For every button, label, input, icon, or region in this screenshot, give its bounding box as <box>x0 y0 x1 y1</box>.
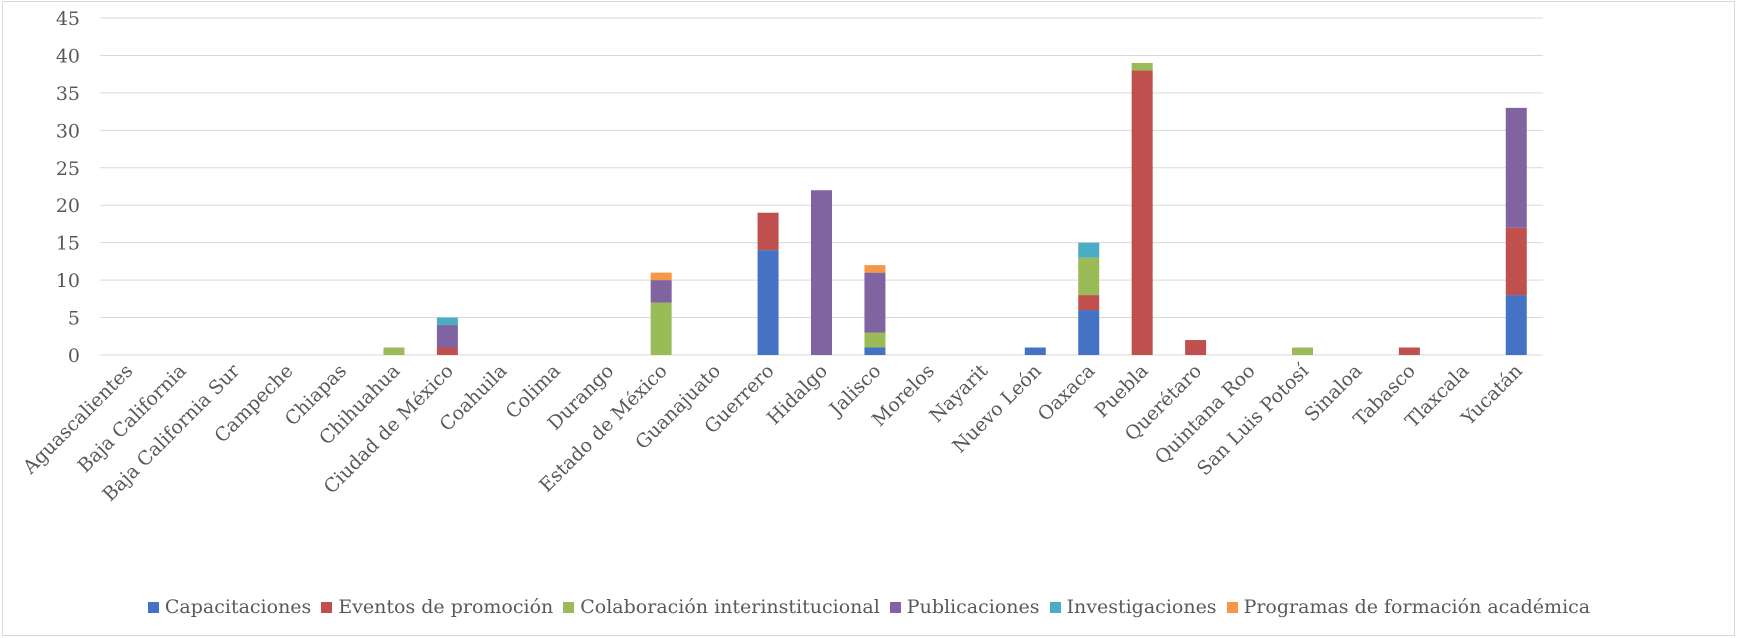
y-tick-label: 15 <box>56 233 80 255</box>
legend-label: Eventos de promoción <box>338 596 554 618</box>
legend-swatch <box>1049 601 1061 613</box>
bar-segment <box>864 265 886 273</box>
y-tick-label: 25 <box>56 158 80 180</box>
bar-segment <box>1505 107 1527 228</box>
bar-segment <box>1398 347 1420 355</box>
bar-segment <box>383 347 405 355</box>
bar-segment <box>1505 295 1527 355</box>
bar-segment <box>650 272 672 281</box>
legend-item: Programas de formación académica <box>1226 596 1591 618</box>
y-tick-label: 5 <box>68 308 80 330</box>
legend-swatch <box>1226 601 1238 613</box>
y-tick-label: 20 <box>56 195 80 217</box>
bar-segment <box>757 212 779 251</box>
legend-label: Publicaciones <box>906 596 1040 618</box>
chart-legend: Capacitaciones Eventos de promoción Colabo… <box>0 592 1738 622</box>
y-tick-label: 40 <box>56 45 80 67</box>
bar-segment <box>1078 242 1100 258</box>
bar-segment <box>1024 347 1046 355</box>
bar-segment <box>1292 347 1313 355</box>
legend-item: Capacitaciones <box>147 596 312 618</box>
bar-segment <box>864 272 886 333</box>
bar-segment <box>757 250 779 355</box>
bar-segment <box>1131 62 1153 71</box>
y-tick-label: 45 <box>56 8 80 30</box>
legend-item: Colaboración interinstitucional <box>563 596 880 618</box>
legend-swatch <box>147 601 159 613</box>
legend-swatch <box>889 601 901 613</box>
legend-item: Investigaciones <box>1049 596 1217 618</box>
bars <box>383 62 1527 355</box>
bar-segment <box>1078 257 1100 296</box>
bar-segment <box>864 332 886 348</box>
bar-segment <box>650 302 672 355</box>
legend-item: Eventos de promoción <box>321 596 553 618</box>
legend-swatch <box>321 601 333 613</box>
legend-label: Investigaciones <box>1066 596 1217 618</box>
bar-segment <box>436 317 458 326</box>
bar-segment <box>1078 295 1100 311</box>
x-tick-label: Oaxaca <box>1034 360 1100 426</box>
y-axis-tick-labels: 0 5 10 15 20 25 30 35 40 45 <box>56 8 80 367</box>
y-tick-label: 10 <box>56 270 80 292</box>
bar-segment <box>811 190 832 355</box>
bar-segment <box>1078 310 1100 355</box>
bar-segment <box>650 280 672 303</box>
legend-label: Capacitaciones <box>164 596 312 618</box>
bar-segment <box>436 325 458 348</box>
y-tick-label: 30 <box>56 120 80 142</box>
bar-segment <box>436 347 458 355</box>
bar-segment <box>1185 340 1207 355</box>
legend-label: Programas de formación académica <box>1243 596 1591 618</box>
legend-label: Colaboración interinstitucional <box>580 596 880 618</box>
legend-item: Publicaciones <box>889 596 1040 618</box>
bar-segment <box>1131 70 1153 355</box>
y-tick-label: 35 <box>56 83 80 105</box>
legend-swatch <box>563 601 575 613</box>
y-tick-label: 0 <box>68 345 80 367</box>
bar-segment <box>1505 227 1527 296</box>
bar-segment <box>864 347 886 355</box>
